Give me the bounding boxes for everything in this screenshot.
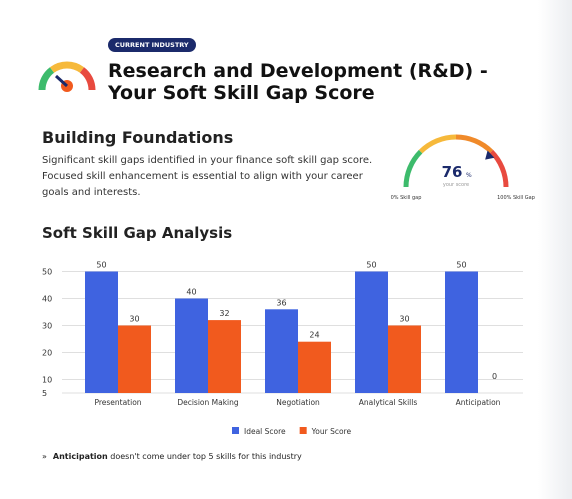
- bar: [208, 320, 241, 393]
- bar: [175, 298, 208, 393]
- value-label: 30: [129, 315, 139, 324]
- gauge-caption: your score: [443, 182, 469, 188]
- gauge-arc: [418, 134, 457, 154]
- summary-text: Significant skill gaps identified in you…: [42, 155, 373, 198]
- bar: [445, 271, 478, 393]
- value-label: 0: [492, 372, 497, 381]
- footnote-text: doesn't come under top 5 skills for this…: [107, 452, 302, 461]
- y-tick-label: 50: [42, 268, 52, 277]
- footnote-bold: Anticipation: [52, 452, 108, 461]
- gauge-arc: [489, 149, 509, 188]
- value-label: 50: [366, 261, 376, 270]
- legend-label: Ideal Score: [244, 427, 286, 436]
- summary-heading: Building Foundations: [42, 128, 234, 147]
- y-tick-label: 5: [42, 389, 47, 398]
- y-tick-label: 20: [42, 349, 52, 358]
- bar: [355, 271, 388, 393]
- chart: 5 10 20 30 40 50 50 30 40 32 36 24 50 30 50 0 Ideal Scor…: [42, 261, 523, 436]
- value-label: 30: [399, 315, 409, 324]
- badge: CURRENT INDUSTRY: [108, 38, 196, 52]
- gauge-value: 76: [442, 163, 463, 181]
- x-tick-label: Presentation: [94, 398, 142, 407]
- gauge-arc: [455, 134, 494, 154]
- gauge-pointer: [485, 150, 495, 160]
- x-tick-label: Decision Making: [177, 398, 239, 407]
- gauge-unit: %: [466, 172, 472, 179]
- value-label: 40: [186, 288, 196, 297]
- value-label: 32: [219, 309, 229, 318]
- value-label: 50: [96, 261, 106, 270]
- value-label: 24: [309, 331, 319, 340]
- y-tick-label: 10: [42, 376, 52, 385]
- section-title: Soft Skill Gap Analysis: [42, 224, 233, 242]
- x-tick-label: Negotiation: [276, 398, 320, 407]
- gauge: 76 % your score 0% Skill gap 100% Skill Gap: [391, 134, 535, 201]
- legend-swatch: [232, 427, 239, 434]
- bar: [118, 325, 151, 393]
- gauge-arc: [403, 149, 423, 188]
- y-tick-label: 40: [42, 295, 52, 304]
- scroll-shadow: [538, 0, 572, 499]
- value-label: 50: [456, 261, 466, 270]
- bar: [388, 325, 421, 393]
- x-tick-label: Anticipation: [455, 398, 501, 407]
- bar: [85, 271, 118, 393]
- industry-icon: [38, 61, 96, 92]
- legend-swatch: [299, 427, 307, 434]
- gauge-min-label: 0% Skill gap: [391, 195, 422, 201]
- x-tick-label: Analytical Skills: [358, 398, 418, 407]
- bar: [265, 309, 298, 393]
- footnote: » Anticipation doesn't come under top 5 s…: [42, 452, 302, 461]
- y-tick-label: 30: [42, 322, 52, 331]
- page-title: Research and Development (R&D) - Your So…: [108, 60, 488, 104]
- bar: [298, 341, 331, 393]
- gauge-max-label: 100% Skill Gap: [497, 195, 535, 201]
- value-label: 36: [276, 298, 286, 307]
- legend-label: Your Score: [311, 427, 352, 436]
